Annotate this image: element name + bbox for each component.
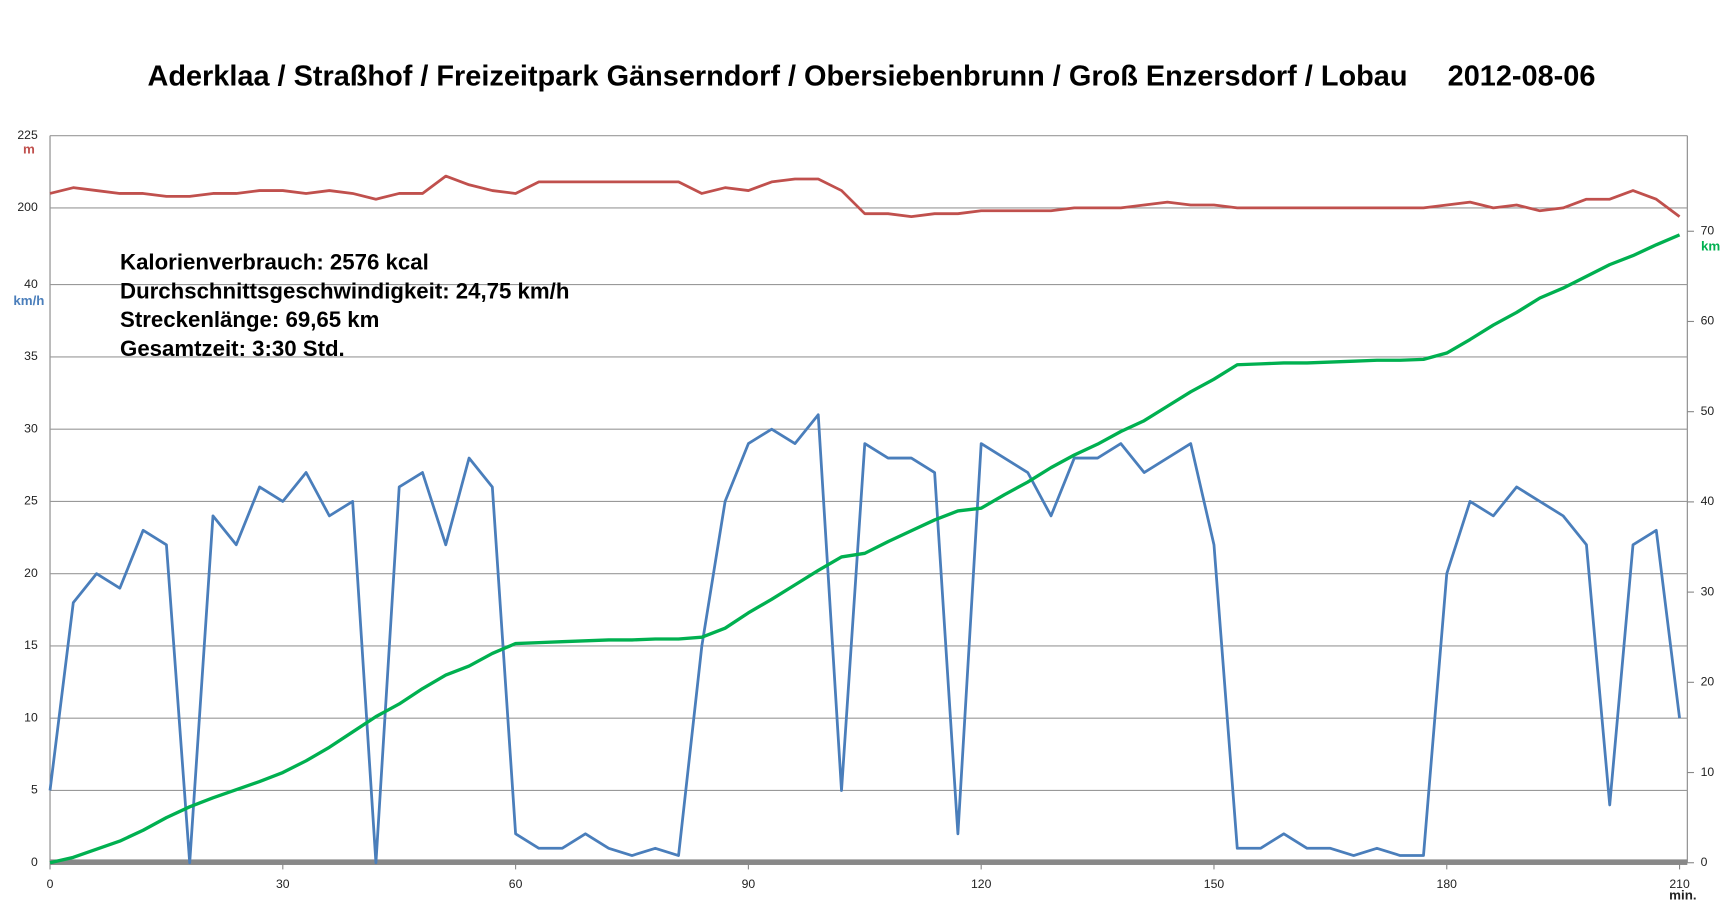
y-tick-label: 0 xyxy=(31,855,38,869)
y2-tick-label: 10 xyxy=(1701,765,1715,779)
series-line xyxy=(49,233,1681,865)
y2-tick-label: 40 xyxy=(1701,494,1715,508)
y3-tick-label: 200 xyxy=(17,200,38,214)
y3-axis-label: m xyxy=(23,142,35,157)
y-tick-label: 20 xyxy=(24,566,38,580)
y-tick-label: 5 xyxy=(31,783,38,797)
y2-tick-label: 30 xyxy=(1701,584,1715,598)
y3-tick-label: 225 xyxy=(17,128,38,142)
y-tick-label: 30 xyxy=(24,421,38,435)
annotation: Gesamtzeit: 3:30 Std. xyxy=(120,336,345,361)
x-tick-label: 60 xyxy=(509,877,523,891)
y-tick-label: 35 xyxy=(24,349,38,363)
x-tick-label: 30 xyxy=(276,877,290,891)
y2-tick-label: 20 xyxy=(1701,675,1715,689)
y2-tick-label: 70 xyxy=(1701,223,1715,237)
y-tick-label: 25 xyxy=(24,494,38,508)
x-axis-bar xyxy=(50,859,1688,865)
x-axis-label: min. xyxy=(1669,888,1696,903)
annotation: Kalorienverbrauch: 2576 kcal xyxy=(120,249,429,274)
y-tick-label: 10 xyxy=(24,710,38,724)
x-tick-label: 90 xyxy=(742,877,756,891)
x-tick-label: 210 xyxy=(1669,877,1690,891)
series-line xyxy=(48,413,1681,865)
y2-axis-label: km xyxy=(1701,238,1720,253)
annotation: Streckenlänge: 69,65 km xyxy=(120,307,379,332)
x-tick-label: 150 xyxy=(1204,877,1225,891)
y-axis-label: km/h xyxy=(13,293,44,308)
y-tick-label: 15 xyxy=(24,638,38,652)
y2-tick-label: 0 xyxy=(1701,855,1708,869)
x-tick-label: 0 xyxy=(47,877,54,891)
y-tick-label: 40 xyxy=(24,277,38,291)
y2-tick-label: 50 xyxy=(1701,404,1715,418)
chart-title: Aderklaa / Straßhof / Freizeitpark Gänse… xyxy=(147,60,1595,92)
y2-tick-label: 60 xyxy=(1701,314,1715,328)
x-tick-label: 120 xyxy=(971,877,992,891)
annotation: Durchschnittsgeschwindigkeit: 24,75 km/h xyxy=(120,278,569,303)
x-tick-label: 180 xyxy=(1437,877,1458,891)
series-line xyxy=(49,174,1681,218)
